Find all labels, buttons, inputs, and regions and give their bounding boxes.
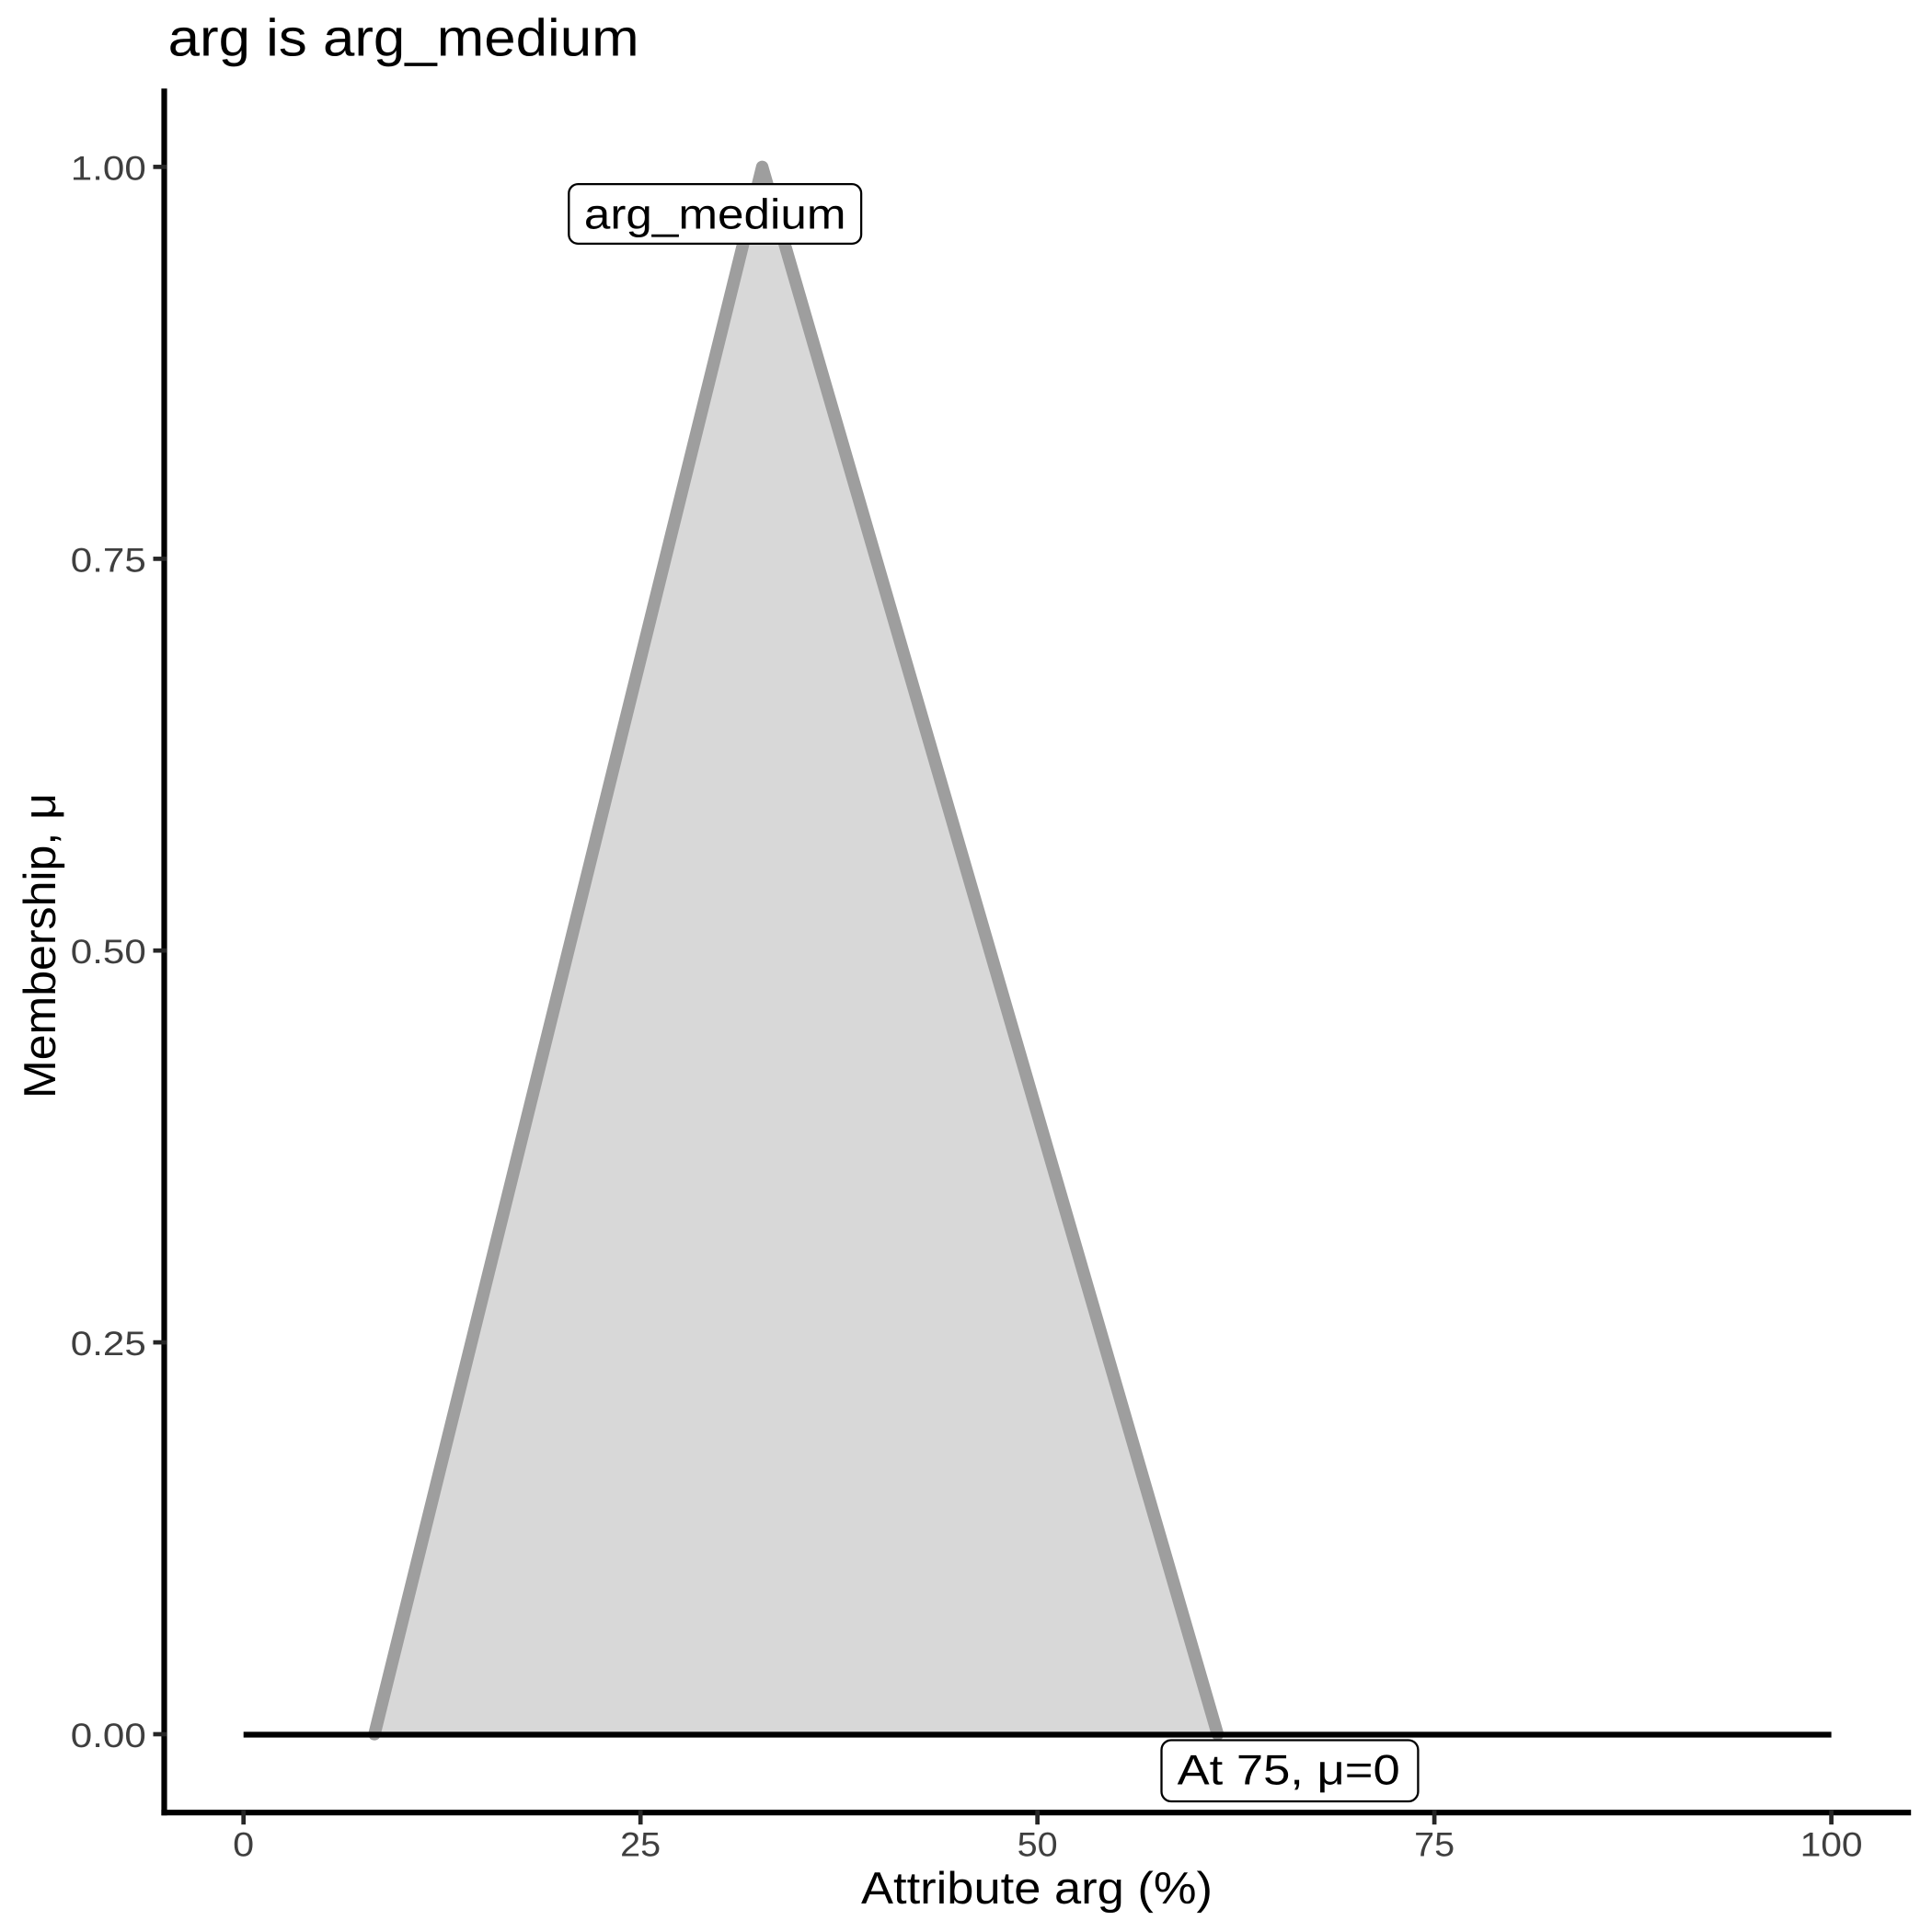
svg-text:0.50: 0.50 [71,933,146,971]
svg-text:25: 25 [620,1826,661,1864]
svg-text:Attribute arg (%): Attribute arg (%) [861,1864,1213,1914]
svg-text:At 75, μ=0: At 75, μ=0 [1178,1746,1400,1794]
svg-text:1.00: 1.00 [71,149,146,187]
svg-text:100: 100 [1800,1826,1863,1864]
svg-text:0: 0 [233,1826,254,1864]
svg-text:75: 75 [1414,1826,1455,1864]
svg-text:arg is arg_medium: arg is arg_medium [168,9,639,68]
svg-text:Membership, μ: Membership, μ [16,793,65,1098]
svg-text:0.25: 0.25 [71,1325,146,1363]
svg-text:0.75: 0.75 [71,541,146,579]
svg-text:arg_medium: arg_medium [584,190,846,237]
svg-text:50: 50 [1018,1826,1058,1864]
svg-text:0.00: 0.00 [71,1717,146,1754]
